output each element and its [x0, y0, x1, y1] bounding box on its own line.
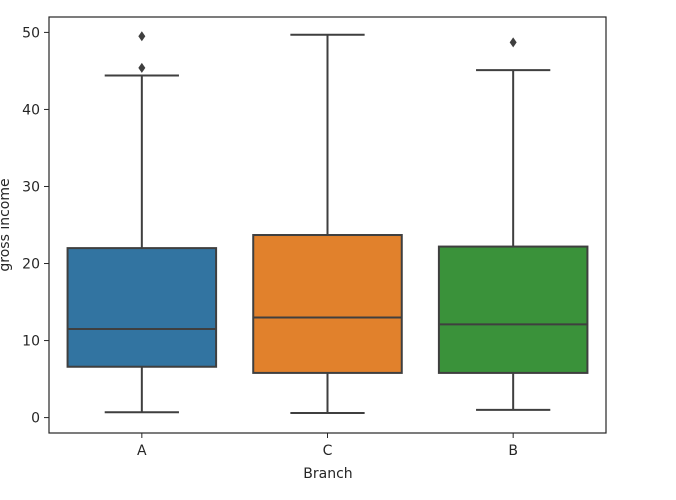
box-iqr	[252, 234, 403, 374]
y-axis-ticks: 0 10 20 30 40 50	[22, 25, 49, 427]
outlier-point	[138, 62, 146, 73]
y-tick-label: 50	[22, 25, 40, 41]
plot-area	[48, 16, 607, 434]
box-group-B	[437, 37, 589, 411]
box-group-C	[252, 33, 403, 414]
y-tick-label: 0	[31, 411, 40, 427]
y-axis-label: gross income	[0, 178, 13, 271]
box-iqr	[437, 245, 589, 374]
y-tick-label: 40	[22, 102, 40, 118]
box-group-A	[66, 31, 218, 414]
y-tick-label: 30	[22, 179, 40, 195]
x-tick-label: B	[508, 443, 518, 459]
y-tick-label: 10	[22, 334, 40, 350]
outlier-point	[509, 37, 517, 48]
x-axis-label: Branch	[303, 466, 352, 482]
x-tick-label: A	[137, 443, 147, 459]
y-tick-label: 20	[22, 257, 40, 273]
outlier-point	[138, 31, 146, 42]
box-iqr	[66, 247, 218, 368]
x-tick-label: C	[323, 443, 333, 459]
